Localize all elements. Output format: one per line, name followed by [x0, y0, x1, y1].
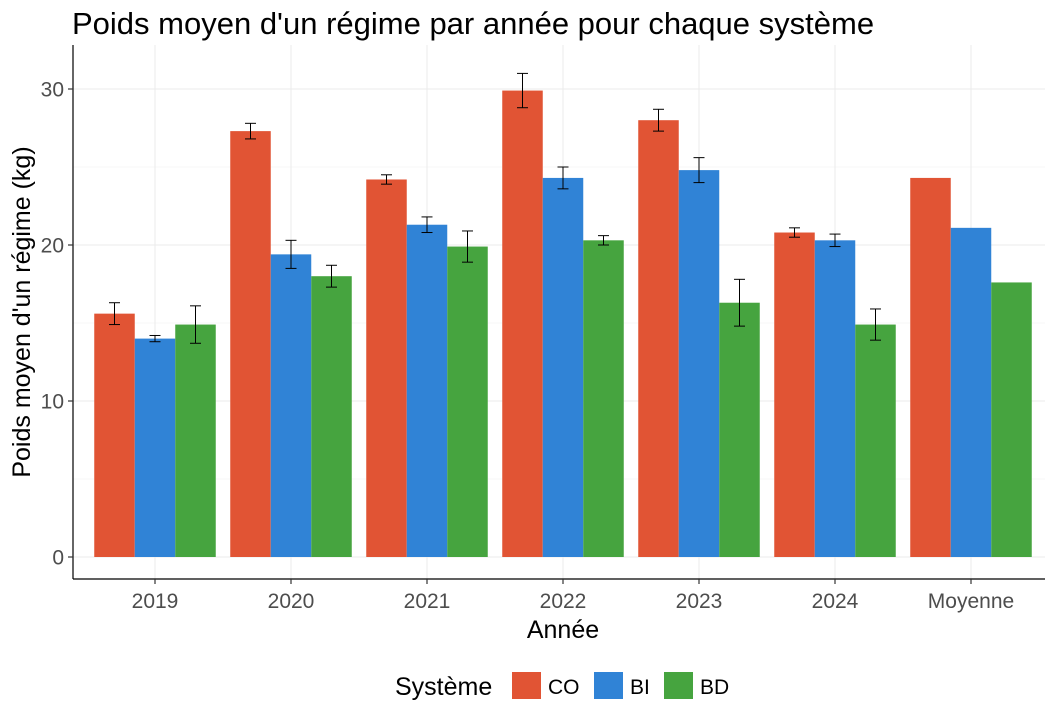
- legend-label: BI: [630, 676, 650, 699]
- error-bar: [653, 108, 664, 132]
- error-bar: [734, 278, 745, 327]
- error-bar: [285, 239, 297, 269]
- y-tick-label: 30: [41, 79, 64, 102]
- bar-bd-moyenne: [991, 282, 1032, 557]
- error-bar: [789, 227, 800, 238]
- bar-bi-moyenne: [950, 227, 992, 557]
- error-bar: [149, 334, 161, 343]
- bar-bd-2023: [719, 302, 760, 557]
- x-tick-label: 2020: [268, 590, 315, 613]
- x-axis-ticks: 2019 2020 2021 2022 2023 2024 Moyenne: [132, 579, 1014, 613]
- bars: [94, 90, 1032, 558]
- x-tick-label: 2024: [812, 590, 859, 613]
- error-bar: [870, 308, 881, 341]
- legend-item-co: CO: [512, 672, 580, 699]
- error-bar: [190, 305, 201, 344]
- bar-co-2021: [366, 179, 407, 558]
- y-tick-label: 10: [41, 391, 64, 414]
- bar-co-2023: [638, 120, 679, 557]
- bar-co-2024: [774, 232, 815, 557]
- bar-co-2019: [94, 313, 135, 557]
- legend-title: Système: [395, 673, 492, 701]
- x-tick-label: 2019: [132, 590, 179, 613]
- bar-bi-2023: [678, 170, 720, 557]
- legend-key: [594, 672, 623, 699]
- y-axis-title: Poids moyen d'un régime (kg): [8, 146, 36, 477]
- legend-key: [664, 672, 693, 699]
- bar-co-moyenne: [910, 177, 951, 558]
- legend-key: [512, 672, 541, 699]
- x-tick-label: 2021: [404, 590, 451, 613]
- bar-bd-2020: [311, 276, 352, 557]
- error-bar: [421, 216, 433, 234]
- legend-item-bd: BD: [664, 672, 729, 699]
- error-bar: [381, 174, 392, 185]
- error-bar: [462, 230, 473, 263]
- error-bar: [109, 302, 120, 326]
- bar-bd-2019: [175, 324, 216, 557]
- error-bar: [598, 235, 609, 246]
- y-tick-label: 20: [41, 235, 64, 258]
- error-bar: [557, 166, 569, 190]
- bar-bd-2024: [855, 324, 896, 557]
- bar-bd-2021: [447, 246, 488, 557]
- bar-bi-2019: [134, 338, 176, 557]
- error-bar: [326, 264, 337, 288]
- error-bars: [109, 72, 881, 344]
- bar-co-2020: [230, 131, 271, 557]
- x-tick-label: 2022: [540, 590, 587, 613]
- bar-bi-2024: [814, 240, 856, 557]
- error-bar: [245, 122, 256, 140]
- x-tick-label: 2023: [676, 590, 723, 613]
- legend-label: BD: [700, 676, 729, 699]
- x-tick-label: Moyenne: [928, 590, 1014, 613]
- bar-bi-2022: [542, 177, 584, 558]
- bar-co-2022: [502, 90, 543, 557]
- bar-bd-2022: [583, 240, 624, 557]
- legend-label: CO: [548, 676, 580, 699]
- y-axis-ticks: 0 10 20 30: [41, 79, 73, 570]
- error-bar: [517, 72, 528, 109]
- bar-bi-2020: [270, 254, 312, 558]
- x-axis-title: Année: [527, 616, 599, 644]
- error-bar: [829, 233, 841, 248]
- bar-bi-2021: [406, 224, 448, 557]
- legend: Système CO BI BD: [395, 672, 729, 701]
- error-bar: [693, 157, 705, 184]
- chart-title: Poids moyen d'un régime par année pour c…: [72, 6, 874, 41]
- legend-item-bi: BI: [594, 672, 650, 699]
- y-tick-label: 0: [52, 547, 64, 570]
